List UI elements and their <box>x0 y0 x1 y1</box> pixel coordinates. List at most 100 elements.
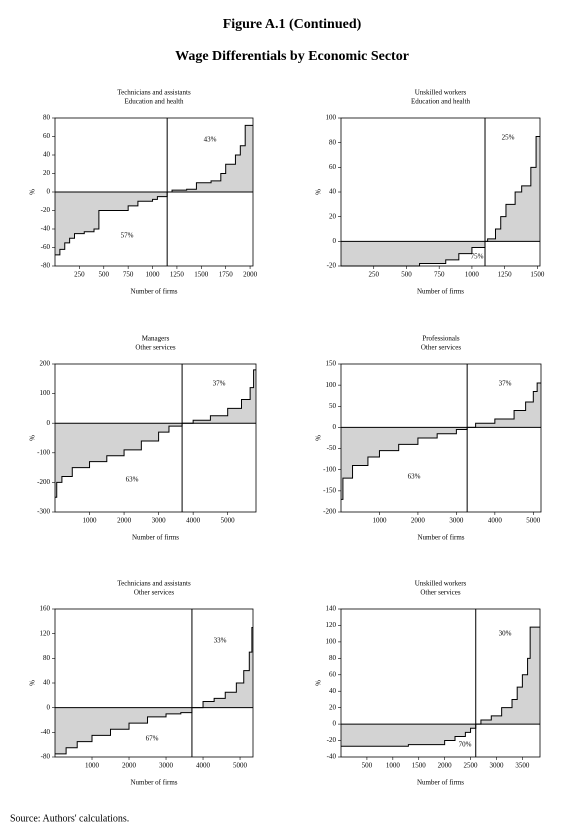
x-tick-label: 2000 <box>243 271 258 279</box>
figure-label: Figure A.1 (Continued) <box>223 17 362 32</box>
x-tick-label: 3000 <box>152 517 167 525</box>
x-tick-label: 1500 <box>530 271 545 279</box>
y-tick-label: -300 <box>37 508 50 516</box>
y-tick-label: 80 <box>43 114 51 122</box>
x-tick-label: 4000 <box>186 517 201 525</box>
y-tick-label: 200 <box>40 360 51 368</box>
share-annotation: 37% <box>213 380 226 388</box>
share-annotation: 30% <box>499 630 512 638</box>
chart-subtitle: Other services <box>134 589 175 597</box>
share-annotation: 63% <box>126 476 139 484</box>
x-axis-label: Number of firms <box>417 288 464 296</box>
y-tick-label: 60 <box>43 132 51 140</box>
step-line <box>55 369 256 498</box>
x-tick-label: 500 <box>362 762 373 770</box>
y-tick-label: 0 <box>333 423 337 431</box>
y-tick-label: -40 <box>327 753 337 761</box>
y-tick-label: 80 <box>329 654 337 662</box>
y-tick-label: 160 <box>40 605 51 613</box>
plot-frame <box>54 363 257 513</box>
x-tick-label: 3000 <box>489 762 504 770</box>
area-fill <box>55 369 256 498</box>
y-tick-label: 100 <box>326 381 337 389</box>
x-tick-label: 5000 <box>221 517 236 525</box>
y-tick-label: 40 <box>43 679 51 687</box>
y-tick-label: 40 <box>43 151 51 159</box>
y-tick-label: 60 <box>329 163 337 171</box>
y-tick-label: -40 <box>41 728 51 736</box>
x-axis-label: Number of firms <box>417 534 464 542</box>
y-tick-label: 150 <box>326 360 337 368</box>
x-tick-label: 1250 <box>498 271 513 279</box>
y-axis-label: % <box>29 189 37 195</box>
x-tick-label: 4000 <box>488 517 503 525</box>
y-axis-label: % <box>29 435 37 441</box>
x-tick-label: 1500 <box>412 762 427 770</box>
y-tick-label: 100 <box>326 114 337 122</box>
y-tick-label: 100 <box>326 637 337 645</box>
x-axis-label: Number of firms <box>132 534 179 542</box>
share-annotation: 37% <box>499 380 512 388</box>
y-tick-label: 0 <box>47 419 51 427</box>
y-tick-label: 50 <box>329 402 337 410</box>
x-tick-label: 5000 <box>526 517 541 525</box>
x-tick-label: 3000 <box>449 517 464 525</box>
step-line <box>341 626 540 747</box>
y-tick-label: -60 <box>41 243 51 251</box>
x-tick-label: 250 <box>368 271 379 279</box>
step-line <box>55 627 253 755</box>
y-tick-label: -20 <box>41 206 51 214</box>
x-axis-label: Number of firms <box>130 288 177 296</box>
area-fill <box>341 627 540 747</box>
x-tick-label: 750 <box>434 271 445 279</box>
chart-title: Unskilled workers <box>415 89 467 97</box>
share-annotation: 75% <box>471 253 484 261</box>
source-note: Source: Authors' calculations. <box>10 813 129 824</box>
y-tick-label: -100 <box>37 448 50 456</box>
share-annotation: 43% <box>204 136 217 144</box>
y-tick-label: -80 <box>41 753 51 761</box>
plot-frame <box>340 363 542 513</box>
x-tick-label: 2500 <box>464 762 479 770</box>
y-tick-label: 20 <box>329 212 337 220</box>
share-annotation: 70% <box>459 741 472 749</box>
chart-title: Professionals <box>422 335 460 343</box>
step-line <box>55 124 253 256</box>
y-tick-label: 0 <box>333 720 337 728</box>
y-tick-label: -20 <box>327 262 337 270</box>
x-tick-label: 4000 <box>196 762 211 770</box>
x-tick-label: 3500 <box>515 762 530 770</box>
y-tick-label: -200 <box>37 478 50 486</box>
x-tick-label: 1500 <box>194 271 209 279</box>
x-tick-label: 1000 <box>465 271 480 279</box>
y-tick-label: -20 <box>327 736 337 744</box>
x-axis-label: Number of firms <box>130 779 177 787</box>
y-tick-label: 120 <box>40 629 51 637</box>
plot-frame <box>340 608 541 758</box>
x-tick-label: 2000 <box>117 517 132 525</box>
chart-subtitle: Other services <box>421 344 462 352</box>
x-tick-label: 2000 <box>122 762 137 770</box>
area-fill <box>55 627 253 754</box>
y-tick-label: 20 <box>329 703 337 711</box>
chart-title: Unskilled workers <box>415 580 467 588</box>
x-tick-label: 500 <box>99 271 110 279</box>
chart-subtitle: Other services <box>420 589 461 597</box>
chart-title: Managers <box>142 335 170 343</box>
y-axis-label: % <box>29 680 37 686</box>
x-tick-label: 1000 <box>372 517 387 525</box>
figure-title: Wage Differentials by Economic Sector <box>175 49 409 64</box>
step-line <box>341 382 541 500</box>
chart-title: Technicians and assistants <box>117 89 191 97</box>
step-line <box>341 136 540 267</box>
y-tick-label: -80 <box>41 262 51 270</box>
chart-title: Technicians and assistants <box>117 580 191 588</box>
y-tick-label: -100 <box>323 465 336 473</box>
y-tick-label: 120 <box>326 621 337 629</box>
x-tick-label: 1250 <box>170 271 185 279</box>
y-tick-label: 140 <box>326 605 337 613</box>
y-tick-label: 40 <box>329 687 337 695</box>
share-annotation: 33% <box>214 637 227 645</box>
